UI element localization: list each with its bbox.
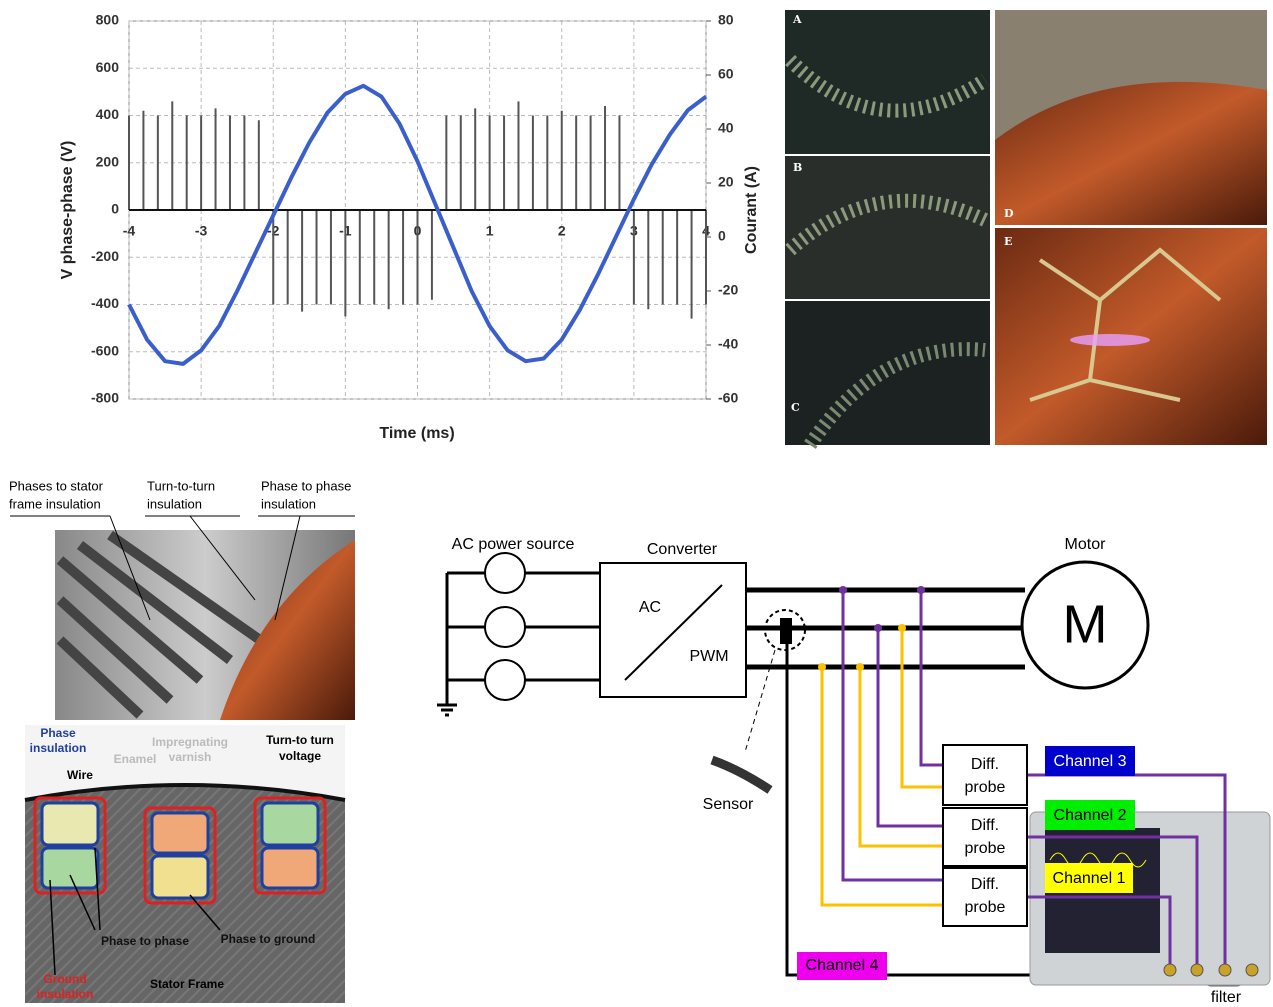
figure: Time (ms) V phase-phase (V) Courant (A) … xyxy=(0,0,1273,1007)
label: insulation xyxy=(37,987,94,1001)
y-tick-label: 200 xyxy=(96,153,120,169)
label: AC xyxy=(639,599,661,616)
probe-label: Diff. xyxy=(971,876,999,893)
label: Ground xyxy=(43,972,86,986)
channel-label: Channel 2 xyxy=(1054,807,1127,824)
x-tick-label: 1 xyxy=(486,223,494,239)
label: Sensor xyxy=(703,796,754,813)
y-tick-label: 400 xyxy=(96,106,120,122)
y2-tick-label: 20 xyxy=(718,174,734,190)
label: insulation xyxy=(261,496,316,511)
label: Turn-to-turn xyxy=(147,478,215,493)
slot-diagram: Phase insulation Wire Enamel Impregnatin… xyxy=(25,725,345,1003)
probe-label: Diff. xyxy=(971,817,999,834)
probe-wires xyxy=(843,590,943,880)
label: Phase to phase xyxy=(261,478,351,493)
label: Wire xyxy=(67,768,93,782)
y2-tick-label: 40 xyxy=(718,120,734,136)
label: Converter xyxy=(647,541,718,558)
label: insulation xyxy=(147,496,202,511)
y-tick-label: -800 xyxy=(91,390,119,406)
x-tick-label: 2 xyxy=(558,223,566,239)
photo-label: B xyxy=(793,161,802,174)
y-tick-label: -400 xyxy=(91,295,119,311)
insulation-photo: Phases to stator frame insulation Turn-t… xyxy=(9,478,355,720)
label: Motor xyxy=(1065,536,1107,553)
label: Phase to phase xyxy=(101,934,189,948)
label: Phase to ground xyxy=(221,932,316,946)
y2-tick-label: -20 xyxy=(718,282,738,298)
y2-tick-label: -60 xyxy=(718,390,738,406)
label: Turn-to turn xyxy=(266,733,334,747)
waveform-chart: Time (ms) V phase-phase (V) Courant (A) … xyxy=(59,12,760,443)
channel-label: Channel 3 xyxy=(1054,753,1127,770)
label: Stator Frame xyxy=(150,977,224,991)
probe-label: probe xyxy=(965,779,1006,796)
y2-tick-label: 0 xyxy=(718,228,726,244)
label: Impregnating xyxy=(152,735,228,749)
page: {"chart_data": {"type": "line", "x_label… xyxy=(0,0,1273,1007)
y2-tick-label: -40 xyxy=(718,336,738,352)
discharge xyxy=(1070,334,1150,346)
slot xyxy=(35,798,105,893)
label: frame insulation xyxy=(9,496,101,511)
photo-label: C xyxy=(791,401,800,414)
x-tick-label: -3 xyxy=(195,223,208,239)
photo xyxy=(785,301,990,445)
probe-label: Diff. xyxy=(971,756,999,773)
channel-label: Channel 4 xyxy=(806,957,879,974)
label: AC power source xyxy=(452,536,575,553)
source xyxy=(485,607,525,647)
slot xyxy=(255,798,325,893)
photo-panel: A B C D E xyxy=(785,10,1267,445)
source xyxy=(485,553,525,593)
probe-label: probe xyxy=(965,899,1006,916)
y-axis-title: V phase-phase (V) xyxy=(59,141,76,280)
x-tick-label: -4 xyxy=(123,223,136,239)
label: insulation xyxy=(30,741,87,755)
photo-label: A xyxy=(792,13,802,26)
circuit: AC power source Converter AC PWM Motor M… xyxy=(437,536,1270,1006)
label: PWM xyxy=(689,648,728,665)
slot xyxy=(145,808,215,903)
y-tick-label: -200 xyxy=(91,248,119,264)
motor-symbol: M xyxy=(1063,594,1108,654)
label: Enamel xyxy=(114,752,157,766)
converter xyxy=(600,563,746,697)
y-tick-label: 800 xyxy=(96,12,120,28)
label: varnish xyxy=(169,750,212,764)
y2-tick-label: 60 xyxy=(718,66,734,82)
probe-label: probe xyxy=(965,840,1006,857)
label: filter xyxy=(1211,989,1242,1006)
y-tick-label: 0 xyxy=(111,201,119,217)
source xyxy=(485,660,525,700)
x-axis-title: Time (ms) xyxy=(379,425,454,442)
y-tick-label: 600 xyxy=(96,59,120,75)
photo-label: D xyxy=(1004,207,1014,220)
label: voltage xyxy=(279,749,321,763)
label: Phase xyxy=(40,726,76,740)
y2-axis-title: Courant (A) xyxy=(743,166,760,254)
y2-tick-label: 80 xyxy=(718,12,734,28)
label: Phases to stator xyxy=(9,478,104,493)
channel-label: Channel 1 xyxy=(1053,870,1126,887)
y-tick-label: -600 xyxy=(91,342,119,358)
photo-label: E xyxy=(1004,235,1012,248)
sensor-cable xyxy=(712,760,770,790)
